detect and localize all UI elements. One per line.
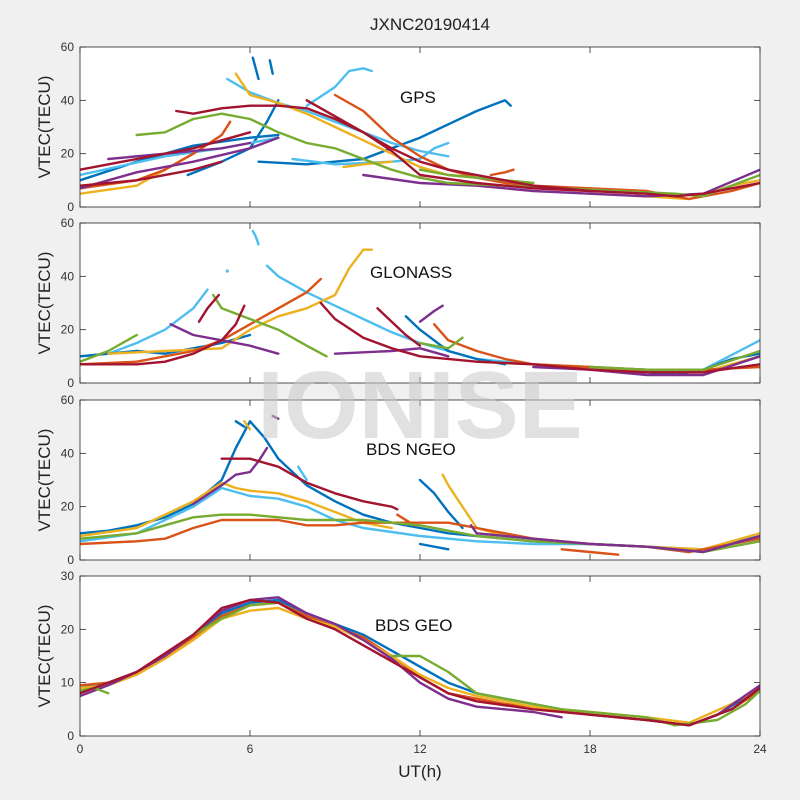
series-line [197,293,220,323]
y-tick-label: 30 [61,569,75,583]
y-tick-label: 60 [61,40,75,54]
series-line [469,524,760,554]
series-line [251,229,260,246]
series-line [418,168,535,185]
y-tick-label: 40 [61,269,75,283]
series-line [305,99,592,193]
panel-2: 0 20 40 60 VTEC(TECU) BDS NGEO [35,393,761,567]
series-line [342,160,393,169]
series-line [243,420,252,431]
series-line [192,601,280,636]
series-line [192,446,269,506]
series-line [404,315,507,366]
series-line [305,67,373,107]
series-line [297,465,308,482]
panel-3: 0 10 20 30 0 6 12 18 24 VTEC(TECU) BDS GEO [35,569,767,756]
panel-label: BDS GEO [375,616,452,635]
series-line [80,596,563,719]
series-group [80,414,760,556]
series-line [80,481,393,538]
panel-label: GLONASS [370,263,452,282]
panel-label: BDS NGEO [366,440,456,459]
series-line [251,56,260,81]
series-line [418,542,450,551]
x-tick-label: 24 [753,742,767,756]
series-line [333,347,450,358]
series-group [80,596,760,727]
series-line [80,136,280,190]
y-tick-label: 0 [67,376,74,390]
series-line [489,168,515,177]
panel-1: 0 20 40 60 VTEC(TECU) GLONASS [35,216,761,390]
series-group [80,229,760,377]
series-line [80,333,138,363]
series-line [135,112,760,198]
series-line [212,293,328,358]
series-line [333,93,760,201]
y-tick-label: 40 [61,446,75,460]
series-line [560,548,620,556]
series-line [175,104,760,198]
series-line [271,414,280,420]
y-tick-label: 0 [67,553,74,567]
y-axis-label: VTEC(TECU) [35,76,54,179]
series-line [107,141,252,161]
y-tick-label: 40 [61,93,75,107]
y-tick-label: 20 [61,323,75,337]
series-line [225,269,229,273]
series-line [418,304,444,323]
y-tick-label: 20 [61,500,75,514]
y-tick-label: 20 [61,147,75,161]
series-line [390,654,760,727]
plot-area [80,47,760,207]
x-tick-label: 12 [413,742,427,756]
series-line [226,77,450,158]
series-line [80,160,223,187]
series-line [80,304,246,366]
panel-0: 0 20 40 60 VTEC(TECU) GPS [35,40,761,214]
figure-title: JXNC20190414 [370,15,490,34]
y-axis-label: VTEC(TECU) [35,605,54,708]
y-tick-label: 0 [67,729,74,743]
series-line [107,248,373,355]
series-line [588,349,760,371]
y-axis-label: VTEC(TECU) [35,252,54,355]
series-line [80,277,322,366]
y-tick-label: 0 [67,200,74,214]
panel-label: GPS [400,88,436,107]
watermark: IONISE [257,352,582,459]
y-tick-label: 60 [61,393,75,407]
series-line [80,131,252,171]
y-tick-label: 20 [61,622,75,636]
series-line [234,420,246,428]
series-line [220,457,399,511]
x-tick-label: 0 [77,742,84,756]
series-line [418,478,464,530]
x-tick-label: 6 [247,742,254,756]
y-tick-label: 10 [61,676,75,690]
series-line [80,598,760,727]
y-axis-label: VTEC(TECU) [35,429,54,532]
y-tick-label: 60 [61,216,75,230]
series-line [418,336,464,350]
x-axis-label: UT(h) [398,762,441,781]
x-tick-label: 18 [583,742,597,756]
series-line [268,59,274,75]
series-line [319,301,760,374]
series-line [376,307,422,347]
series-group [80,56,760,201]
